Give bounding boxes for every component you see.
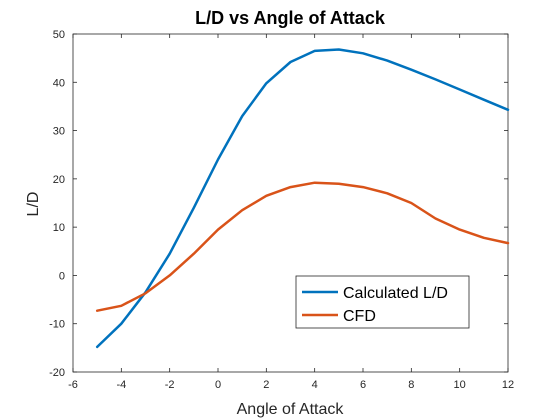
x-axis-label: Angle of Attack: [237, 401, 345, 418]
x-tick-label: 4: [312, 379, 318, 391]
x-tick-label: 0: [215, 379, 221, 391]
y-tick-label: 40: [53, 77, 65, 89]
legend-label-cfd: CFD: [343, 308, 376, 325]
legend: Calculated L/D CFD: [295, 275, 470, 329]
chart-title: L/D vs Angle of Attack: [195, 8, 386, 28]
series-layer: [95, 48, 510, 349]
y-tick-label: 10: [53, 222, 65, 234]
legend-label-calculated: Calculated L/D: [343, 285, 448, 302]
y-tick-label: 50: [53, 29, 65, 41]
y-axis-ticks: -20 -10 0 10 20 30 40 50: [49, 29, 508, 379]
x-tick-label: 10: [454, 379, 466, 391]
x-tick-label: 12: [502, 379, 514, 391]
y-tick-label: -20: [49, 367, 65, 379]
y-tick-label: 30: [53, 126, 65, 138]
x-tick-label: 2: [263, 379, 269, 391]
y-tick-label: 20: [53, 174, 65, 186]
x-tick-label: 6: [360, 379, 366, 391]
y-axis-label: L/D: [25, 192, 42, 217]
legend-box: [295, 275, 470, 329]
x-tick-label: -2: [165, 379, 175, 391]
x-axis-ticks: -6 -4 -2 0 2 4 6 8 10 12: [68, 34, 514, 391]
y-tick-label: -10: [49, 319, 65, 331]
series-line-cfd: [95, 181, 510, 312]
x-tick-label: -4: [116, 379, 126, 391]
y-tick-label: 0: [59, 270, 65, 282]
x-tick-label: 8: [408, 379, 414, 391]
x-tick-label: -6: [68, 379, 78, 391]
series-line-calculated: [95, 48, 510, 349]
